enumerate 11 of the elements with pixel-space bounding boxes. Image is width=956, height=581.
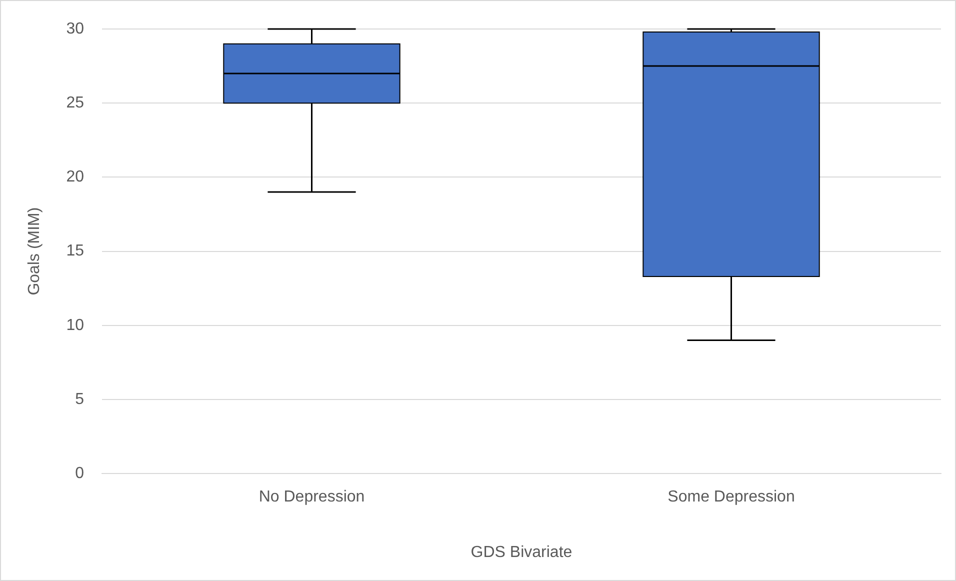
y-tick-label: 30 <box>66 20 84 38</box>
x-tick-label: Some Depression <box>668 488 795 506</box>
x-axis-title: GDS Bivariate <box>470 544 572 561</box>
y-axis-title: Goals (MIM) <box>26 207 44 296</box>
y-tick-label: 25 <box>66 94 84 112</box>
x-tick-label: No Depression <box>258 488 365 506</box>
y-tick-label: 20 <box>66 168 84 186</box>
y-tick-label: 5 <box>75 390 84 408</box>
y-tick-label: 0 <box>75 465 84 482</box>
y-tick-label: 15 <box>66 242 84 260</box>
y-tick-label: 10 <box>66 316 84 334</box>
